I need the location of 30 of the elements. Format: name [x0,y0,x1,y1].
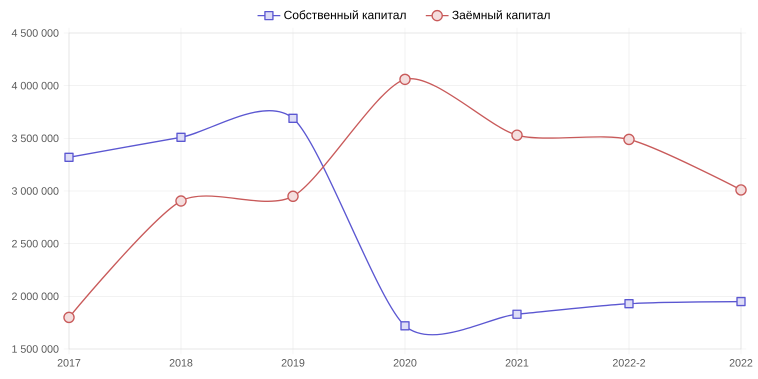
x-tick-label: 2022 [730,359,752,367]
point [624,299,634,308]
x-tick-label: 2017 [58,359,80,367]
legend-label: Заёмный капитал [452,10,550,20]
x-tick-label: 2022-2 [612,359,646,367]
y-tick-label: 4 500 000 [12,29,59,37]
point [64,152,74,162]
y-tick-label: 3 000 000 [12,187,59,195]
legend-label: Собственный капитал [284,10,406,20]
y-tick-label: 2 500 000 [12,240,59,248]
point [175,195,187,207]
x-tick-label: 2018 [170,359,192,367]
point [288,114,298,123]
point [63,312,75,324]
y-tick-label: 2 000 000 [12,292,59,300]
y-tick-label: 4 000 000 [12,82,59,90]
x-tick-label: 2020 [394,359,416,367]
point [735,184,747,196]
x-tick-label: 2019 [282,359,304,367]
point [512,310,522,319]
point [400,321,410,330]
point [399,74,411,86]
point [736,296,746,306]
y-tick-label: 3 500 000 [12,134,59,142]
point [287,190,299,202]
point [511,129,523,141]
point [176,132,186,142]
x-tick-label: 2021 [506,359,528,367]
point [623,134,635,146]
y-tick-label: 1 500 000 [12,345,59,353]
